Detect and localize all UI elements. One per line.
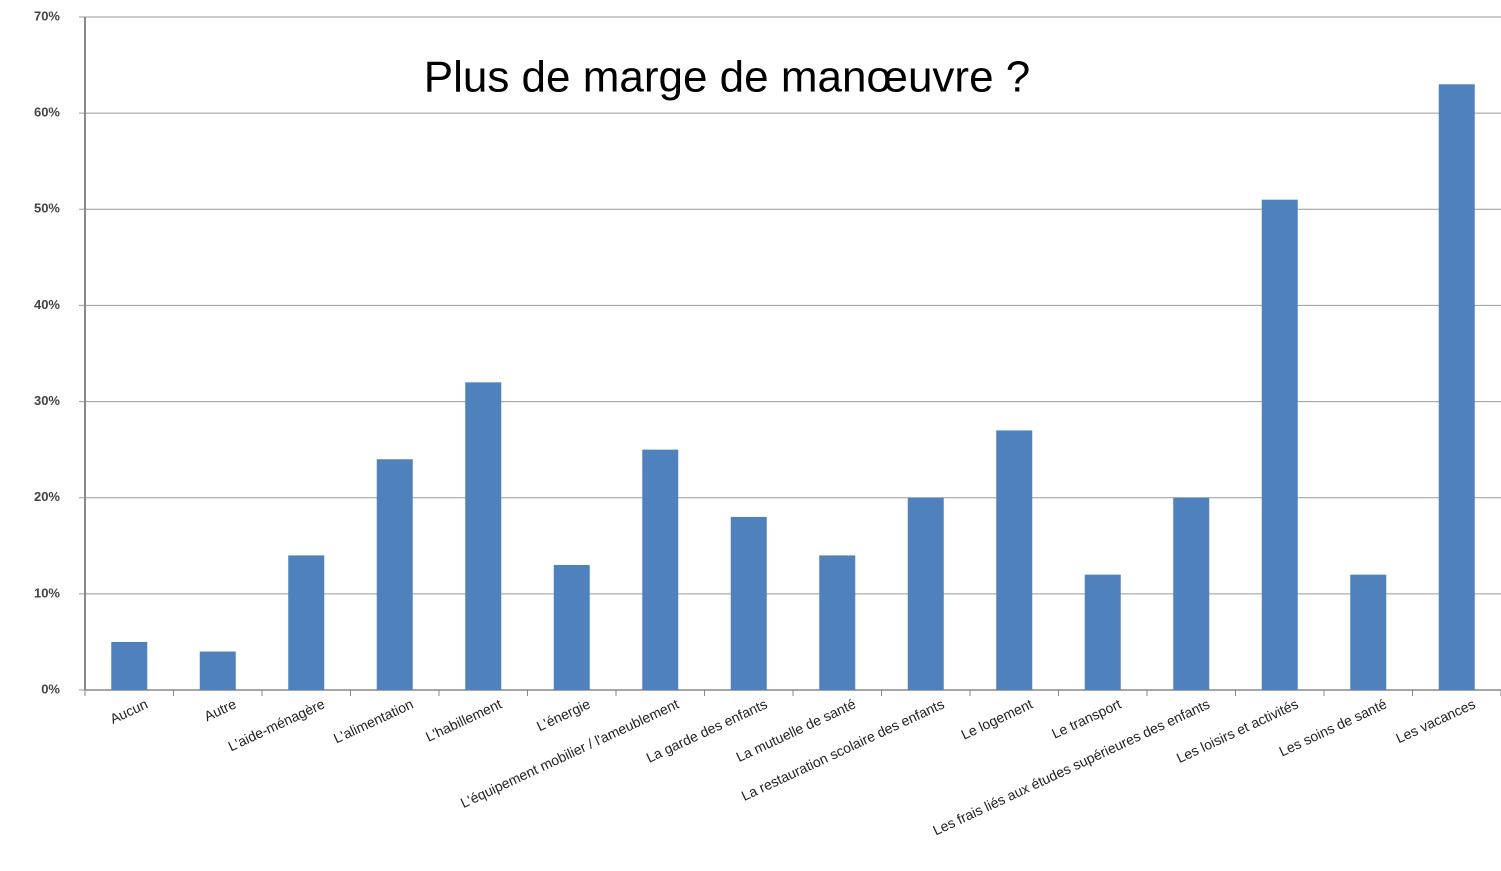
- bar: [1350, 574, 1387, 690]
- x-tick-label: Le transport: [1049, 696, 1124, 742]
- bar: [553, 565, 590, 690]
- bar: [642, 449, 679, 690]
- bar: [1084, 574, 1121, 690]
- bar: [1438, 84, 1475, 691]
- bar: [1261, 199, 1298, 690]
- chart-title: Plus de marge de manœuvre ?: [424, 53, 1031, 102]
- bar: [1173, 497, 1210, 690]
- bar: [996, 430, 1033, 690]
- y-tick-label: 30%: [34, 393, 60, 408]
- bar: [376, 459, 413, 690]
- y-tick-label: 20%: [34, 489, 60, 504]
- y-tick-label: 50%: [34, 201, 60, 216]
- x-tick-label: Le logement: [958, 696, 1035, 743]
- x-tick-label: L'énergie: [534, 695, 593, 734]
- x-tick-label: L'habillement: [423, 696, 504, 745]
- x-tick-label: L'aide-ménagère: [225, 695, 327, 754]
- bar: [819, 555, 856, 690]
- bar: [199, 651, 236, 690]
- y-tick-label: 40%: [34, 297, 60, 312]
- y-tick-label: 70%: [34, 8, 60, 23]
- x-tick-label: Les vacances: [1393, 696, 1477, 747]
- x-tick-label: Aucun: [107, 696, 150, 727]
- y-tick-label: 60%: [34, 105, 60, 120]
- bar: [465, 382, 502, 690]
- y-tick-label: 10%: [34, 585, 60, 600]
- bar: [288, 555, 325, 690]
- x-tick-label: Autre: [201, 695, 238, 724]
- bar: [907, 497, 944, 690]
- x-tick-label: L'alimentation: [331, 696, 416, 747]
- bar: [730, 516, 767, 690]
- y-tick-label: 0%: [41, 681, 60, 696]
- bar: [111, 641, 148, 690]
